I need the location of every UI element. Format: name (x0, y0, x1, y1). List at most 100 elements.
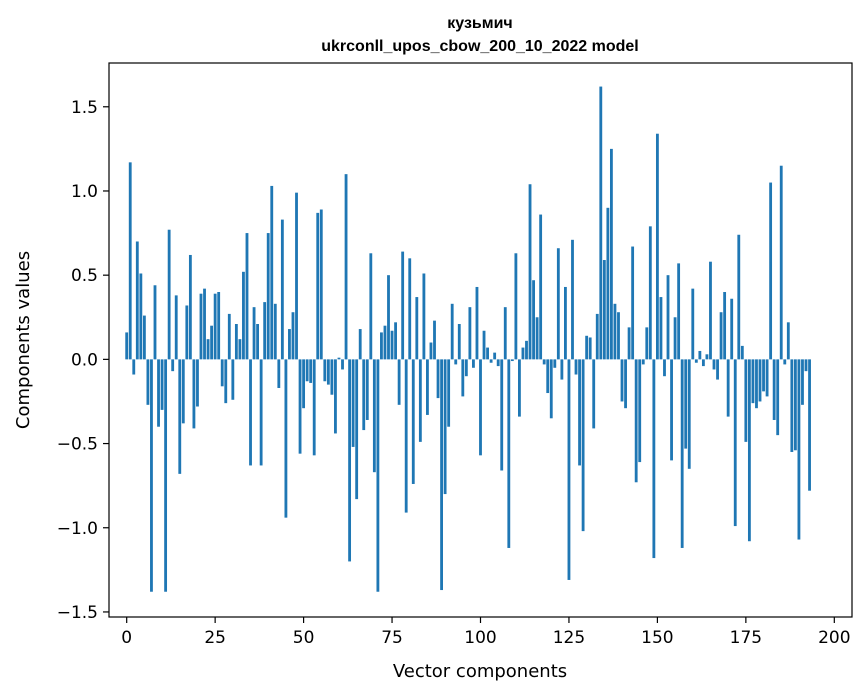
bar (779, 165, 783, 360)
bar (684, 359, 688, 449)
bar (429, 342, 433, 360)
bar (503, 307, 507, 360)
bar (790, 359, 794, 452)
bar (270, 185, 274, 360)
bar (496, 359, 500, 367)
bar (510, 359, 514, 362)
bar (461, 359, 465, 397)
bar (564, 286, 567, 360)
bar (479, 359, 482, 456)
bar (242, 271, 245, 360)
bar (153, 285, 157, 360)
bar (709, 261, 712, 360)
bar (740, 345, 744, 360)
bar (691, 288, 695, 360)
bar (571, 239, 574, 360)
bar (348, 359, 352, 562)
bar (631, 246, 635, 360)
bar (157, 359, 160, 427)
y-tick-label: −0.5 (57, 435, 98, 455)
bar (167, 229, 171, 360)
bar (663, 359, 666, 377)
bar (447, 359, 451, 427)
bar (337, 357, 341, 360)
bar (365, 359, 369, 420)
bar (231, 359, 235, 400)
bar (380, 332, 383, 360)
bar (581, 359, 585, 532)
bar (146, 359, 150, 405)
bar (624, 359, 627, 409)
bar (546, 359, 550, 394)
bar (716, 359, 719, 380)
bar (507, 359, 511, 548)
bar (171, 359, 175, 372)
bar (196, 359, 199, 407)
bar (525, 340, 528, 360)
bar (641, 359, 645, 365)
bar (174, 295, 178, 360)
bar (295, 192, 298, 360)
bar (224, 359, 228, 404)
bar (280, 219, 284, 360)
bar (217, 292, 221, 360)
bar (666, 275, 670, 360)
bar (358, 329, 362, 360)
bar (132, 359, 136, 375)
bar (528, 184, 532, 360)
chart-title: кузьмич (447, 15, 512, 32)
bar (394, 322, 397, 360)
bar (188, 254, 192, 360)
bar (730, 298, 734, 360)
bar (493, 352, 497, 360)
bar (150, 359, 153, 592)
bar (185, 305, 189, 360)
bar (539, 214, 543, 360)
x-tick-label: 100 (464, 628, 496, 648)
bar (687, 359, 691, 469)
bar (758, 359, 762, 402)
x-tick-label: 50 (293, 628, 315, 648)
bar (719, 312, 723, 360)
bar (670, 359, 673, 461)
bar (747, 359, 751, 542)
bar (486, 347, 489, 360)
bar (206, 339, 210, 360)
bar (277, 359, 281, 388)
bar (765, 359, 769, 397)
x-tick-label: 0 (121, 628, 132, 648)
x-tick-label: 75 (381, 628, 403, 648)
bar (701, 359, 705, 367)
bar (273, 303, 277, 360)
bar (362, 359, 366, 431)
bar (426, 359, 429, 415)
bar (252, 307, 256, 360)
bar (712, 359, 716, 370)
bar (326, 359, 330, 385)
bar (518, 359, 521, 417)
bar (298, 359, 302, 454)
bar (532, 280, 535, 360)
bar (560, 359, 564, 380)
bar (390, 330, 394, 360)
bar (723, 292, 727, 360)
y-axis-label: Components values (13, 251, 34, 429)
bar (804, 359, 808, 372)
bar (259, 359, 263, 466)
x-axis-ticks: 0 25 50 75 100 125 150 175 200 (121, 617, 851, 648)
bar-series (125, 86, 811, 592)
bar (595, 313, 599, 360)
bar (178, 359, 182, 474)
bar (613, 303, 617, 360)
bar (309, 359, 313, 383)
bar (128, 162, 132, 360)
bar (482, 330, 486, 360)
bar (744, 359, 748, 442)
bar (783, 359, 787, 365)
bar (397, 359, 401, 405)
bar (801, 359, 804, 405)
bar (164, 359, 168, 592)
bar (305, 359, 309, 382)
x-tick-label: 25 (204, 628, 226, 648)
